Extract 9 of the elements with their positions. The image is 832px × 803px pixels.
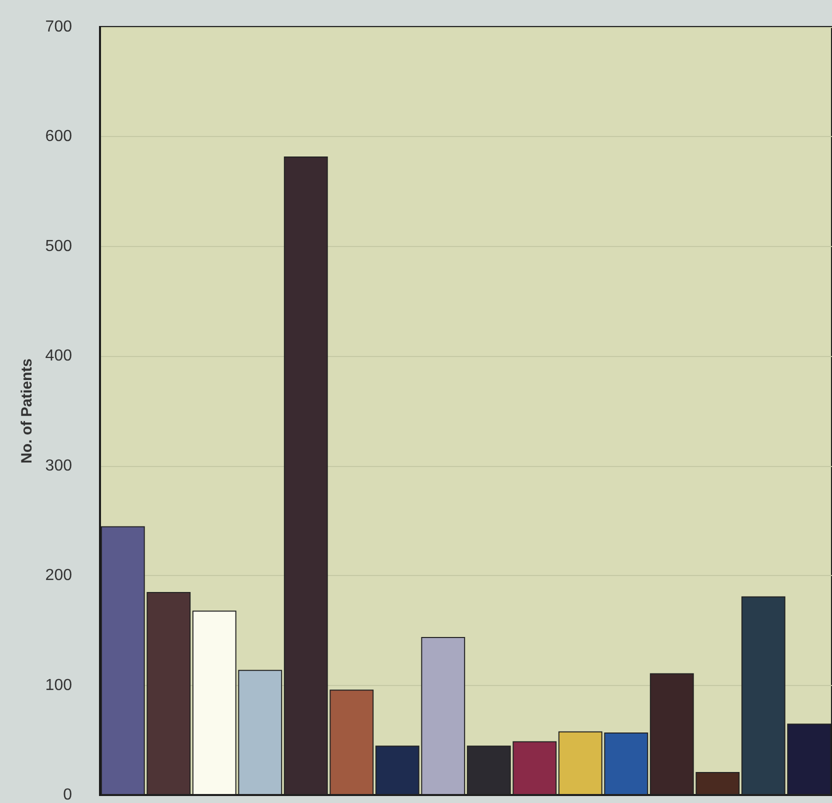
- y-tick-label: 500: [45, 238, 72, 255]
- y-tick-label: 100: [45, 676, 72, 694]
- y-tick-label: 400: [45, 348, 72, 365]
- y-tick-label: 600: [45, 128, 72, 146]
- y-tick-label: 700: [45, 18, 72, 36]
- y-tick-label: 200: [45, 567, 72, 584]
- y-tick-label: 300: [45, 457, 72, 474]
- y-axis-title: No. of Patients: [18, 358, 36, 464]
- y-tick-label: 0: [63, 786, 72, 803]
